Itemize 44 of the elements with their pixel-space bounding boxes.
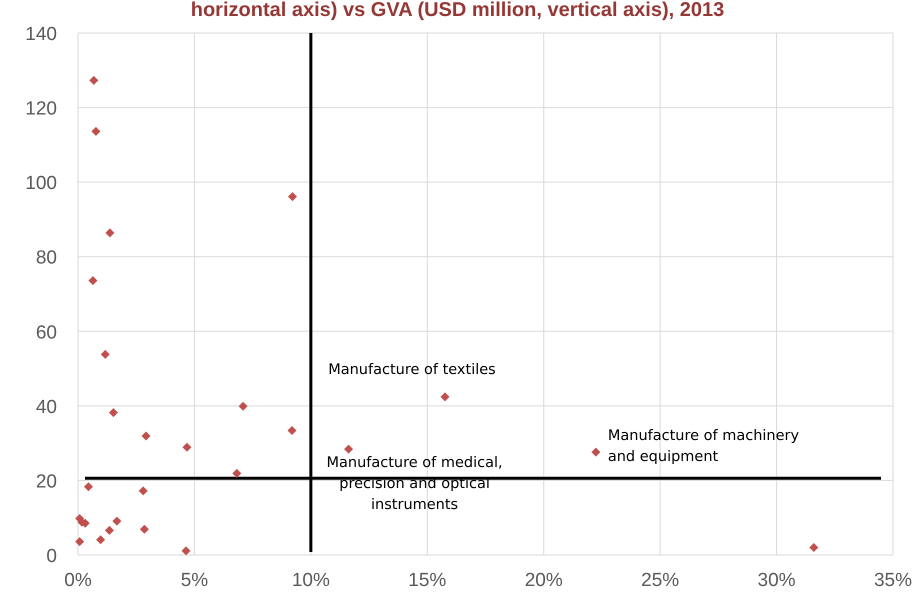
point [344,444,354,454]
point [91,126,100,136]
point [809,543,818,552]
point [105,228,114,238]
x-tick-label: 35% [874,570,912,591]
point [140,524,149,534]
point [100,350,110,359]
y-tick-label: 0 [46,546,57,567]
point [112,516,122,526]
point [182,546,191,556]
annotation: Manufacture of textiles [328,362,496,378]
point [96,535,106,544]
x-tick-label: 0% [64,570,92,591]
chart-title: horizontal axis) vs GVA (USD million, vertical axis), 2013 [190,0,724,21]
point [238,402,248,411]
y-tick-label: 20 [36,471,57,492]
point [88,276,98,286]
point [141,432,150,441]
point [287,426,296,435]
point [182,442,192,452]
point [440,392,450,402]
point [84,482,93,492]
annotation: Manufacture of medical, precision and optical instruments [326,455,503,514]
point [108,408,118,418]
y-tick-label: 60 [36,322,57,344]
x-tick-label: 15% [408,570,446,591]
y-tick-label: 100 [25,173,57,194]
annotation: Manufacture of machinery and equipment [608,428,800,466]
y-tick-label: 80 [36,248,57,269]
y-tick-label: 140 [25,24,57,45]
x-tick-label: 25% [641,570,680,591]
point [104,526,114,535]
y-tick-label: 120 [25,98,57,120]
x-tick-label: 5% [180,570,208,591]
y-tick-label: 40 [36,396,57,418]
x-tick-label: 30% [758,570,796,591]
point [232,468,242,478]
x-tick-label: 10% [292,570,330,591]
point [591,448,600,457]
point [89,76,98,85]
point [138,486,148,496]
x-tick-label: 20% [524,570,563,591]
point [288,192,297,202]
point [75,537,84,546]
